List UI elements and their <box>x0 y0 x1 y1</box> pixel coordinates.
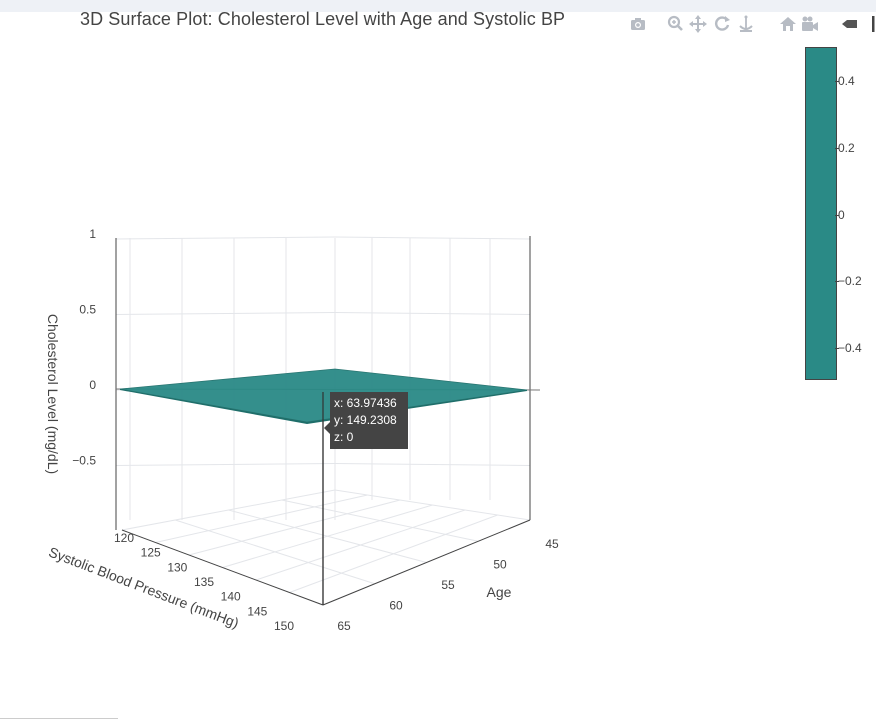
back-wall-gridline <box>115 236 336 240</box>
back-wall-gridline <box>115 312 336 315</box>
z-tick-label: 0 <box>89 378 96 392</box>
z-tick-label: −0.5 <box>72 454 96 468</box>
hover-toggle-icon[interactable] <box>840 14 860 34</box>
turntable-icon[interactable] <box>736 14 756 34</box>
back-wall-gridline <box>334 463 531 466</box>
y-tick-label: 150 <box>274 619 294 633</box>
divider <box>0 718 118 719</box>
y-tick-label: 145 <box>247 604 267 618</box>
back-wall-gridline <box>334 312 531 315</box>
colorbar-tick-label: −0.4 <box>835 340 862 355</box>
y-axis-line <box>121 529 324 606</box>
y-tick-label: 125 <box>141 546 161 560</box>
x-tick-label: 65 <box>337 619 351 633</box>
back-wall-gridline <box>334 236 531 240</box>
tooltip-pointer <box>324 422 330 434</box>
z-tick-label: 1 <box>89 227 96 241</box>
x-tick-label: 55 <box>441 578 455 592</box>
x-axis-line <box>322 519 531 606</box>
y-tick-label: 140 <box>221 590 241 604</box>
camera-view-icon[interactable] <box>800 14 820 34</box>
colorbar <box>805 47 837 380</box>
y-tick-label: 130 <box>167 560 187 574</box>
colorbar-tick-label: 0.4 <box>835 74 855 89</box>
floor-gridline <box>175 519 375 585</box>
back-wall-gridline <box>115 463 336 466</box>
x-tick-label: 60 <box>389 599 403 613</box>
x-axis-title: Age <box>487 584 512 600</box>
spike-lines-icon[interactable] <box>864 14 876 34</box>
top-strip <box>0 0 876 12</box>
colorbar-tick-label: 0 <box>835 207 845 222</box>
z-tick-label: 0.5 <box>79 303 96 317</box>
colorbar-tick-label: 0.2 <box>835 140 855 155</box>
tooltip-x-value: x: 63.97436 <box>334 396 397 410</box>
reset-camera-icon[interactable] <box>778 14 798 34</box>
floor-gridline <box>228 509 427 563</box>
tooltip-y-value: y: 149.2308 <box>334 413 397 427</box>
plot-modebar <box>628 14 876 36</box>
hover-tooltip <box>330 392 408 449</box>
zoom-icon[interactable] <box>666 14 686 34</box>
orbit-rotation-icon[interactable] <box>712 14 732 34</box>
y-tick-label: 135 <box>194 575 214 589</box>
floor-gridline <box>334 489 531 521</box>
camera-icon[interactable] <box>628 14 648 34</box>
x-tick-label: 50 <box>493 558 507 572</box>
z-axis-title: Cholesterol Level (mg/dL) <box>45 314 61 474</box>
tooltip-z-value: z: 0 <box>334 430 354 444</box>
chart-title: 3D Surface Plot: Cholesterol Level with … <box>80 9 566 29</box>
pan-icon[interactable] <box>688 14 708 34</box>
y-tick-label: 120 <box>114 531 134 545</box>
colorbar-tick-label: −0.2 <box>835 274 862 289</box>
x-tick-label: 45 <box>545 537 559 551</box>
floor-gridline <box>281 499 479 542</box>
